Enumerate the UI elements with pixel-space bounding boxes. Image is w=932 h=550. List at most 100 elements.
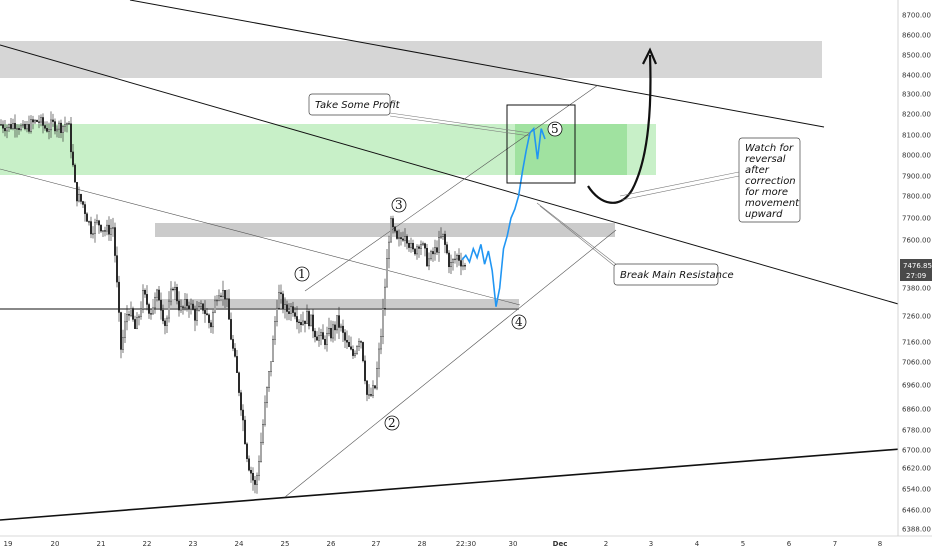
x-tick-label: 19 bbox=[4, 540, 13, 548]
candle-body bbox=[334, 324, 337, 331]
candle-body bbox=[185, 299, 188, 306]
candle-body bbox=[278, 292, 281, 309]
candle-body bbox=[199, 303, 202, 307]
y-tick-label: 7380.00 bbox=[902, 285, 931, 293]
candle-body bbox=[284, 304, 287, 310]
candle-body bbox=[97, 220, 100, 226]
candle-body bbox=[173, 287, 176, 291]
candle-body bbox=[34, 120, 37, 123]
y-tick-label: 6620.00 bbox=[902, 465, 931, 473]
candle-body bbox=[400, 237, 403, 240]
candle-body bbox=[38, 121, 41, 123]
candle-body bbox=[320, 332, 323, 336]
x-tick-label: 20 bbox=[51, 540, 60, 548]
candle-body bbox=[406, 236, 409, 244]
candle-body bbox=[20, 125, 23, 130]
candle-body bbox=[346, 340, 349, 343]
y-tick-label: 6388.00 bbox=[902, 526, 931, 534]
candle-body bbox=[48, 129, 51, 132]
candle-body bbox=[36, 120, 39, 122]
candle-body bbox=[79, 194, 82, 202]
candle-body bbox=[422, 243, 425, 245]
y-tick-label: 7260.00 bbox=[902, 313, 931, 321]
candle-body bbox=[448, 252, 451, 268]
candle-body bbox=[163, 320, 166, 326]
candle-body bbox=[229, 319, 232, 340]
candle-body bbox=[348, 342, 351, 347]
candle-body bbox=[251, 473, 254, 481]
candle-body bbox=[179, 306, 182, 311]
candle-body bbox=[314, 330, 317, 338]
candle-body bbox=[342, 325, 345, 333]
candle-body bbox=[330, 328, 333, 339]
candle-body bbox=[368, 394, 371, 396]
candle-body bbox=[201, 303, 204, 311]
candle-body bbox=[3, 128, 6, 132]
candle-body bbox=[328, 328, 331, 334]
candle-body bbox=[352, 349, 355, 356]
candle-body bbox=[159, 300, 162, 311]
y-tick-label: 6540.00 bbox=[902, 486, 931, 494]
candle-body bbox=[75, 181, 78, 202]
projected-path bbox=[461, 126, 546, 307]
candle-body bbox=[424, 243, 427, 249]
candle-body bbox=[157, 289, 160, 301]
candle-body bbox=[169, 288, 172, 302]
candle-body bbox=[306, 311, 309, 324]
candle-body bbox=[7, 124, 10, 128]
candle-body bbox=[177, 300, 180, 311]
candle-body bbox=[32, 119, 35, 123]
candle-body bbox=[290, 306, 293, 314]
candle-body bbox=[165, 317, 168, 326]
x-tick-label: Dec bbox=[553, 540, 568, 548]
candle-body bbox=[404, 236, 407, 241]
candle-body bbox=[9, 124, 12, 129]
candle-body bbox=[237, 372, 240, 393]
candle-body bbox=[26, 124, 29, 130]
candle-body bbox=[322, 332, 325, 340]
candle-body bbox=[50, 119, 53, 131]
watch-reversal-line: correction bbox=[745, 176, 796, 187]
candle-body bbox=[85, 213, 88, 222]
wave-3-label: 3 bbox=[395, 198, 403, 212]
candle-body bbox=[412, 242, 415, 250]
watch-reversal-line: Watch for bbox=[745, 143, 794, 154]
take-profit-label: Take Some Profit bbox=[315, 100, 401, 111]
candle-body bbox=[125, 314, 128, 323]
candle-body bbox=[151, 307, 154, 315]
candle-body bbox=[63, 124, 66, 127]
candle-body bbox=[264, 402, 267, 425]
main-resistance-line bbox=[0, 44, 927, 313]
candle-body bbox=[52, 119, 55, 122]
candle-body bbox=[187, 305, 190, 310]
candle-body bbox=[111, 227, 114, 229]
candle-body bbox=[438, 237, 441, 253]
candle-body bbox=[54, 121, 57, 132]
candle-body bbox=[103, 230, 106, 232]
candle-body bbox=[197, 306, 200, 311]
candle-body bbox=[372, 385, 375, 396]
candle-body bbox=[239, 392, 242, 411]
y-tick-label: 7600.00 bbox=[902, 237, 931, 245]
candle-body bbox=[262, 424, 265, 443]
candle-body bbox=[193, 309, 196, 321]
candle-body bbox=[123, 321, 126, 338]
x-tick-label: 25 bbox=[281, 540, 290, 548]
candle-body bbox=[350, 346, 353, 350]
y-tick-label: 6780.00 bbox=[902, 427, 931, 435]
candle-body bbox=[105, 224, 108, 232]
y-tick-label: 8600.00 bbox=[902, 32, 931, 40]
candle-body bbox=[286, 304, 289, 312]
candle-body bbox=[16, 128, 19, 130]
candle-body bbox=[344, 332, 347, 341]
candle-body bbox=[143, 289, 146, 295]
candle-body bbox=[418, 246, 421, 249]
candle-body bbox=[456, 255, 459, 260]
candle-body bbox=[316, 336, 319, 341]
candle-body bbox=[131, 308, 134, 320]
x-tick-label: 24 bbox=[235, 540, 244, 548]
candle-body bbox=[296, 316, 299, 323]
wave-1-label: 1 bbox=[298, 267, 306, 281]
candle-body bbox=[141, 289, 144, 310]
